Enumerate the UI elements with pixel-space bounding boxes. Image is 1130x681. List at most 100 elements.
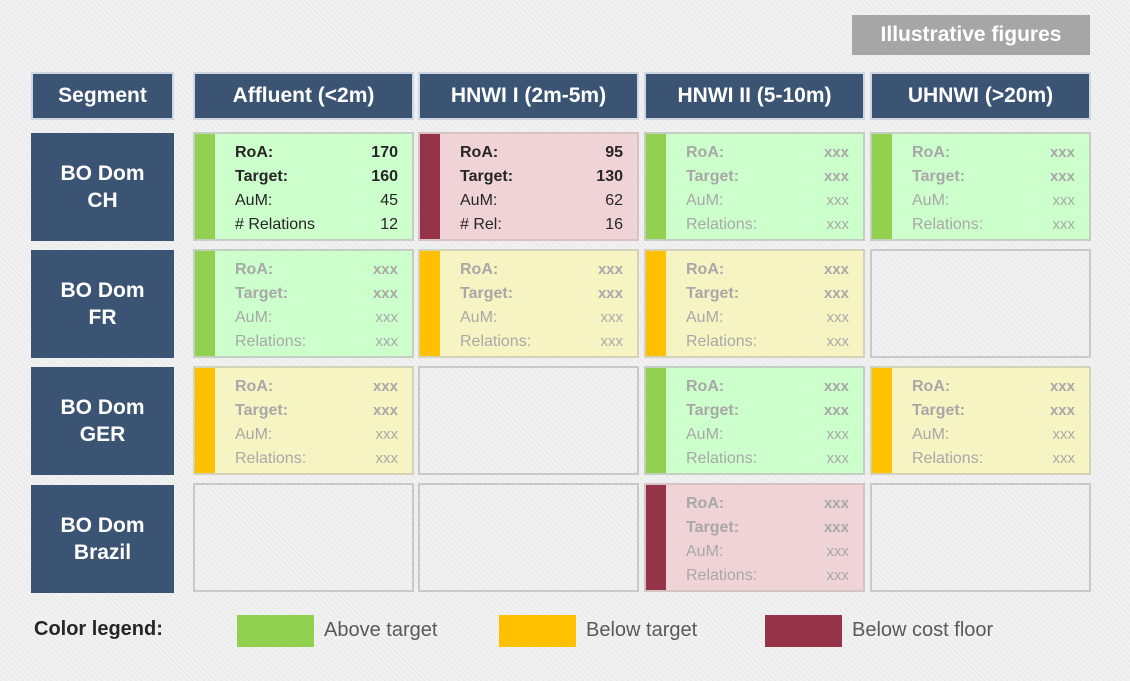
legend-swatch-below-target [499, 615, 576, 647]
row-label-line2: Brazil [73, 541, 132, 564]
metric-value: xxx [372, 402, 398, 419]
column-header-affluent: Affluent (<2m) [193, 72, 414, 120]
metric-row-rel: # Relations 12 [235, 213, 398, 237]
metric-label: RoA: [460, 144, 499, 161]
metric-row-aum: AuM: xxx [912, 189, 1075, 213]
status-bar-above-target [646, 134, 666, 239]
metric-label: AuM: [235, 192, 273, 209]
metric-value: xxx [823, 378, 849, 395]
metrics-list: RoA: xxx Target: xxx AuM: xxx Relations: xxx [912, 141, 1075, 237]
metric-value: xxx [1049, 168, 1075, 185]
metrics-list: RoA: xxx Target: xxx AuM: xxx Relations: xxx [686, 141, 849, 237]
metric-value: xxx [826, 567, 850, 584]
metric-label: Target: [235, 402, 289, 419]
cell-brazil-hnwi-1-empty [418, 483, 639, 592]
metric-label: AuM: [686, 426, 724, 443]
metric-label: Target: [235, 285, 289, 302]
metric-value: 45 [380, 192, 398, 209]
row-label-brazil: BO Dom Brazil [31, 485, 174, 593]
metric-value: xxx [826, 333, 850, 350]
metric-row-aum: AuM: xxx [686, 189, 849, 213]
metric-label: RoA: [686, 378, 725, 395]
segment-header: Segment [31, 72, 174, 120]
status-bar-below-target [646, 251, 666, 356]
metric-label: Relations: [686, 216, 758, 233]
metrics-list: RoA: xxx Target: xxx AuM: xxx Relations: xxx [460, 258, 623, 354]
row-label-ch: BO Dom CH [31, 133, 174, 241]
metric-value: xxx [375, 426, 399, 443]
metric-label: Relations: [912, 216, 984, 233]
metric-row-roa: RoA: xxx [686, 492, 849, 516]
legend-title: Color legend: [34, 618, 163, 640]
cell-brazil-hnwi-2: RoA: xxx Target: xxx AuM: xxx Relations: xxx [644, 483, 865, 592]
cell-brazil-uhnwi-empty [870, 483, 1091, 592]
metric-label: AuM: [686, 543, 724, 560]
metrics-list: RoA: xxx Target: xxx AuM: xxx Relations: xxx [912, 375, 1075, 471]
metric-row-roa: RoA: xxx [235, 258, 398, 282]
cell-ger-hnwi-2: RoA: xxx Target: xxx AuM: xxx Relations: xxx [644, 366, 865, 475]
metric-label: Relations: [460, 333, 532, 350]
metric-label: Target: [912, 402, 966, 419]
metric-value: 95 [605, 144, 623, 161]
status-bar-below-target [420, 251, 440, 356]
metric-value: 160 [371, 168, 398, 185]
legend-label-above-target: Above target [324, 619, 438, 641]
column-header-hnwi-1: HNWI I (2m-5m) [418, 72, 639, 120]
metrics-list: RoA: xxx Target: xxx AuM: xxx Relations: xxx [686, 375, 849, 471]
metrics-list: RoA: xxx Target: xxx AuM: xxx Relations: xxx [235, 375, 398, 471]
metric-value: 12 [380, 216, 398, 233]
metric-label: Relations: [686, 450, 758, 467]
metric-label: AuM: [686, 192, 724, 209]
metric-value: xxx [826, 543, 850, 560]
metric-value: xxx [826, 426, 850, 443]
metric-value: xxx [823, 144, 849, 161]
metric-label: RoA: [235, 261, 274, 278]
metric-row-rel: Relations: xxx [235, 330, 398, 354]
metric-value: xxx [597, 261, 623, 278]
metric-label: AuM: [912, 192, 950, 209]
metric-value: xxx [1052, 192, 1076, 209]
metric-label: # Rel: [460, 216, 502, 233]
metric-value: xxx [823, 285, 849, 302]
metrics-list: RoA: 95 Target: 130 AuM: 62 # Rel: 16 [460, 141, 623, 237]
status-bar-above-target [195, 134, 215, 239]
metric-value: 130 [596, 168, 623, 185]
row-label-ger: BO Dom GER [31, 367, 174, 475]
metric-value: xxx [372, 378, 398, 395]
cell-fr-hnwi-2: RoA: xxx Target: xxx AuM: xxx Relations: xxx [644, 249, 865, 358]
metric-value: xxx [1049, 144, 1075, 161]
metric-row-roa: RoA: 170 [235, 141, 398, 165]
metric-row-aum: AuM: xxx [235, 423, 398, 447]
metric-label: Target: [912, 168, 966, 185]
legend-label-below-cost-floor: Below cost floor [852, 619, 994, 641]
cell-ch-affluent: RoA: 170 Target: 160 AuM: 45 # Relations 12 [193, 132, 414, 241]
metric-value: xxx [372, 285, 398, 302]
metric-label: Relations: [235, 450, 307, 467]
metric-value: 62 [605, 192, 623, 209]
metric-value: xxx [823, 261, 849, 278]
status-bar-below-cost-floor [420, 134, 440, 239]
metric-row-rel: Relations: xxx [460, 330, 623, 354]
cell-ch-hnwi-1: RoA: 95 Target: 130 AuM: 62 # Rel: 16 [418, 132, 639, 241]
metric-row-target: Target: xxx [686, 165, 849, 189]
metric-label: Target: [686, 285, 740, 302]
metric-row-target: Target: xxx [460, 282, 623, 306]
metric-row-target: Target: xxx [235, 399, 398, 423]
metric-row-rel: Relations: xxx [686, 447, 849, 471]
metric-row-roa: RoA: xxx [912, 141, 1075, 165]
row-label-line1: BO Dom [60, 279, 145, 302]
cell-fr-uhnwi-empty [870, 249, 1091, 358]
status-bar-below-target [195, 368, 215, 473]
metric-value: xxx [1052, 426, 1076, 443]
status-bar-below-target [872, 368, 892, 473]
metric-value: xxx [372, 261, 398, 278]
metric-label: RoA: [686, 144, 725, 161]
metric-label: RoA: [235, 378, 274, 395]
metric-value: xxx [823, 402, 849, 419]
metric-row-roa: RoA: xxx [686, 141, 849, 165]
metric-row-roa: RoA: 95 [460, 141, 623, 165]
metric-label: Target: [686, 519, 740, 536]
metric-row-rel: Relations: xxx [912, 213, 1075, 237]
metric-label: RoA: [460, 261, 499, 278]
row-label-line1: BO Dom [60, 396, 145, 419]
